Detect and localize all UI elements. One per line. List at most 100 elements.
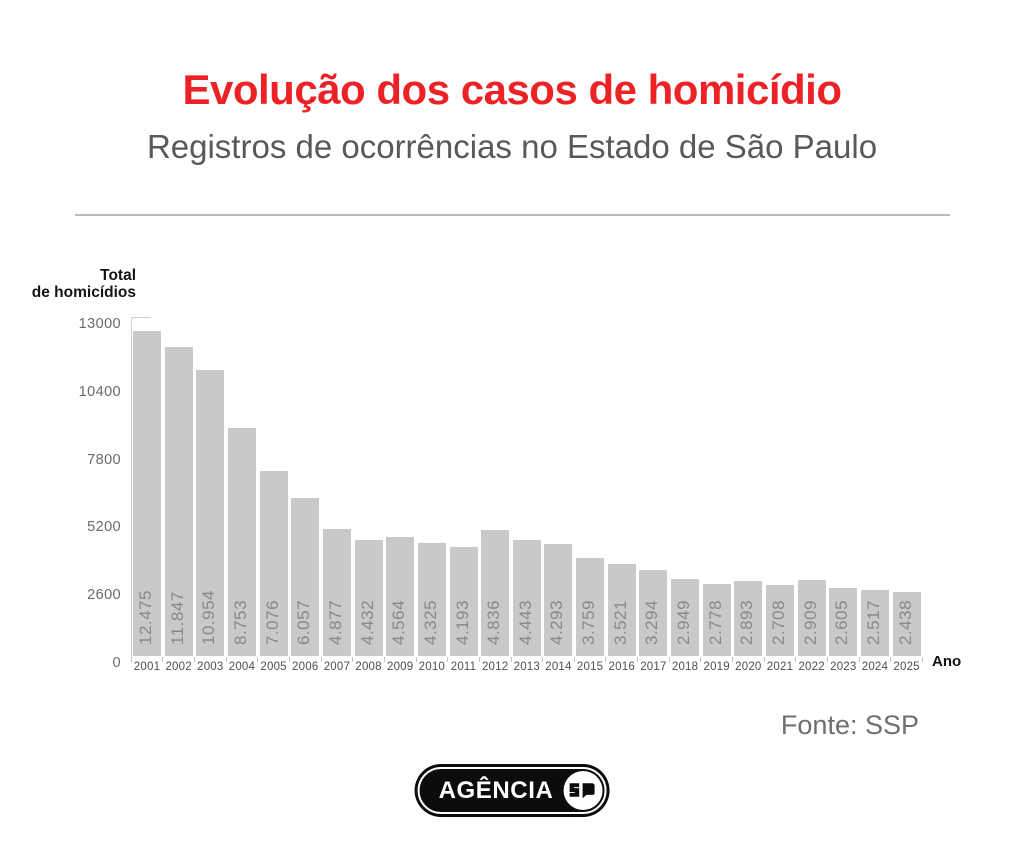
y-axis-title-line1: Total: [100, 267, 136, 284]
bar: [196, 370, 225, 656]
bar: [639, 570, 668, 656]
x-axis-year-label: 2003: [197, 661, 224, 673]
x-axis-tick: [795, 657, 797, 662]
x-axis-year-label: 2023: [830, 661, 857, 673]
x-axis-tick: [478, 657, 480, 662]
x-axis-tick: [447, 657, 449, 662]
bar-value-label: 2.778: [705, 599, 725, 645]
x-axis-year-label: 2022: [798, 661, 825, 673]
bar-value-label: 4.564: [389, 599, 409, 645]
bar: [417, 543, 446, 656]
bar-value-label: 7.076: [262, 599, 282, 645]
x-axis-year-label: 2017: [640, 661, 667, 673]
bar: [544, 544, 573, 656]
x-axis-year-label: 2016: [608, 661, 635, 673]
bar-value-label: 11.847: [167, 591, 187, 645]
bar-value-label: 4.293: [547, 599, 567, 645]
bar: [164, 347, 193, 656]
x-axis-year-label: 2010: [418, 661, 446, 673]
x-axis-tick: [194, 657, 195, 662]
y-axis-title: Total de homicídios: [0, 267, 136, 301]
agencia-logo: AGÊNCIA: [414, 764, 610, 817]
x-axis-year-label: 2008: [355, 661, 382, 673]
bar: [829, 588, 858, 656]
y-axis-top-tick: [131, 317, 151, 318]
y-axis-tick-label: 7800: [87, 451, 121, 468]
x-axis-year-label: 2009: [386, 661, 414, 673]
x-axis-year-label: 2024: [861, 661, 889, 673]
bar: [734, 580, 763, 656]
bar: [576, 557, 605, 656]
x-axis-tick: [225, 657, 227, 662]
bar: [386, 536, 415, 656]
bar-value-label: 3.294: [642, 599, 662, 645]
y-axis-line: [131, 317, 132, 657]
x-axis-tick: [732, 657, 734, 662]
bar-value-label: 12.475: [136, 590, 155, 645]
page-subtitle: Registros de ocorrências no Estado de Sã…: [146, 128, 878, 165]
bar-value-label: 4.836: [484, 599, 504, 645]
x-axis-year-label: 2001: [133, 661, 161, 673]
bar: [607, 564, 636, 656]
bar-value-label: 3.521: [610, 599, 630, 645]
bar-value-label: 2.438: [895, 599, 915, 645]
bar-value-label: 4.443: [515, 599, 535, 645]
y-axis-tick-label: 13000: [78, 316, 121, 332]
bar-value-label: 2.708: [769, 599, 788, 645]
x-axis-tick: [763, 657, 765, 662]
bar-value-label: 4.193: [452, 599, 472, 645]
bar: [322, 528, 351, 656]
x-axis-year-label: 2018: [671, 661, 699, 673]
x-axis-year-label: 2007: [323, 661, 351, 673]
bar-value-label: 2.949: [674, 599, 694, 645]
x-axis-year-label: 2014: [545, 661, 572, 673]
x-axis-tick: [890, 657, 892, 662]
x-axis-year-label: 2025: [893, 661, 920, 673]
x-axis-year-label: 2013: [513, 661, 540, 673]
bar: [481, 529, 510, 656]
x-axis-tick: [130, 657, 132, 662]
x-axis-tick: [573, 657, 575, 662]
x-axis-tick: [921, 657, 923, 662]
y-axis-tick-label: 0: [112, 655, 121, 671]
logo-circle: [563, 771, 603, 810]
x-axis-year-label: 2011: [450, 661, 477, 673]
x-axis-tick: [542, 657, 544, 662]
bar-value-label: 10.954: [199, 590, 219, 645]
x-axis-year-label: 2015: [576, 661, 604, 673]
bar-value-label: 4.432: [357, 599, 377, 645]
x-axis-tick: [637, 657, 639, 662]
bar-value-label: 8.753: [230, 599, 250, 645]
y-axis-tick-label: 5200: [87, 519, 121, 536]
bar: [512, 540, 541, 656]
page-title: Evolução dos casos de homicídio: [182, 66, 842, 113]
x-axis-year-label: 2012: [481, 661, 509, 673]
x-axis-tick: [352, 657, 354, 662]
bar: [702, 583, 731, 656]
x-axis-year-label: 2005: [260, 661, 287, 673]
bar-value-label: 2.893: [737, 599, 757, 645]
bar: [797, 580, 826, 656]
x-axis-year-label: 2006: [292, 661, 319, 673]
bar: [766, 585, 794, 656]
bar-value-label: 4.877: [325, 599, 345, 645]
y-axis-title-line2: de homicídios: [31, 284, 136, 301]
x-axis-tick: [858, 657, 860, 662]
bar: [291, 498, 320, 656]
bar: [133, 330, 161, 656]
x-axis-tick: [162, 657, 164, 662]
bar: [354, 540, 383, 656]
bar-value-label: 2.605: [832, 599, 852, 645]
x-axis-year-label: 2020: [735, 661, 762, 673]
x-axis-year-label: 2021: [766, 661, 794, 673]
bar-value-label: 3.759: [579, 599, 599, 645]
bar: [892, 592, 921, 656]
sp-speech-bubble-icon: [569, 783, 595, 799]
bar-value-label: 2.909: [800, 599, 820, 645]
x-axis-tick: [668, 657, 670, 662]
bar: [259, 471, 288, 656]
x-axis-tick: [415, 657, 417, 662]
bar-value-label: 4.325: [420, 599, 440, 645]
